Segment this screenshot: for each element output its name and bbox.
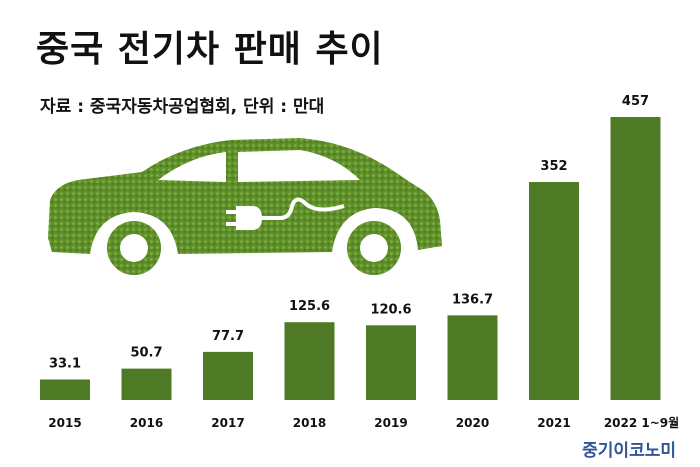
category-label: 2021 bbox=[537, 416, 570, 430]
bar-2021 bbox=[529, 182, 579, 400]
car-window-rear bbox=[238, 150, 360, 182]
category-label: 2016 bbox=[130, 416, 163, 430]
bar-2015 bbox=[40, 379, 90, 400]
brand-logo: 중기이코노미 bbox=[582, 441, 676, 461]
bar-2019 bbox=[366, 325, 416, 400]
category-label: 2015 bbox=[48, 416, 81, 430]
plug-icon bbox=[226, 197, 345, 230]
electric-car-icon bbox=[48, 138, 442, 281]
category-label: 2017 bbox=[211, 416, 244, 430]
value-label: 125.6 bbox=[289, 299, 330, 314]
value-label: 50.7 bbox=[130, 346, 162, 361]
source-note: 자료 : 중국자동차공업협회, 단위 : 만대 bbox=[40, 97, 325, 117]
car-window-front bbox=[158, 152, 226, 182]
bar-2017 bbox=[203, 351, 253, 400]
bar-2018 bbox=[284, 322, 335, 400]
category-label: 2020 bbox=[456, 416, 489, 430]
value-label: 77.7 bbox=[212, 329, 244, 344]
bar-2020 bbox=[447, 315, 498, 400]
bar-2016 bbox=[121, 368, 172, 400]
category-label: 2022 1~9월 bbox=[604, 415, 679, 430]
category-label: 2019 bbox=[374, 416, 407, 430]
value-label: 136.7 bbox=[452, 292, 493, 307]
value-label: 120.6 bbox=[370, 302, 411, 317]
value-label: 457 bbox=[622, 94, 649, 109]
value-label: 352 bbox=[540, 159, 567, 174]
bars-layer: 33.1 2015 50.7 2016 77.7 2017 125.6 2018 120.6 20… bbox=[40, 94, 679, 430]
value-label: 33.1 bbox=[49, 357, 81, 372]
category-label: 2018 bbox=[293, 416, 326, 430]
page-title: 중국 전기차 판매 추이 bbox=[36, 29, 384, 70]
bar-2022 1~9월 bbox=[610, 117, 661, 400]
